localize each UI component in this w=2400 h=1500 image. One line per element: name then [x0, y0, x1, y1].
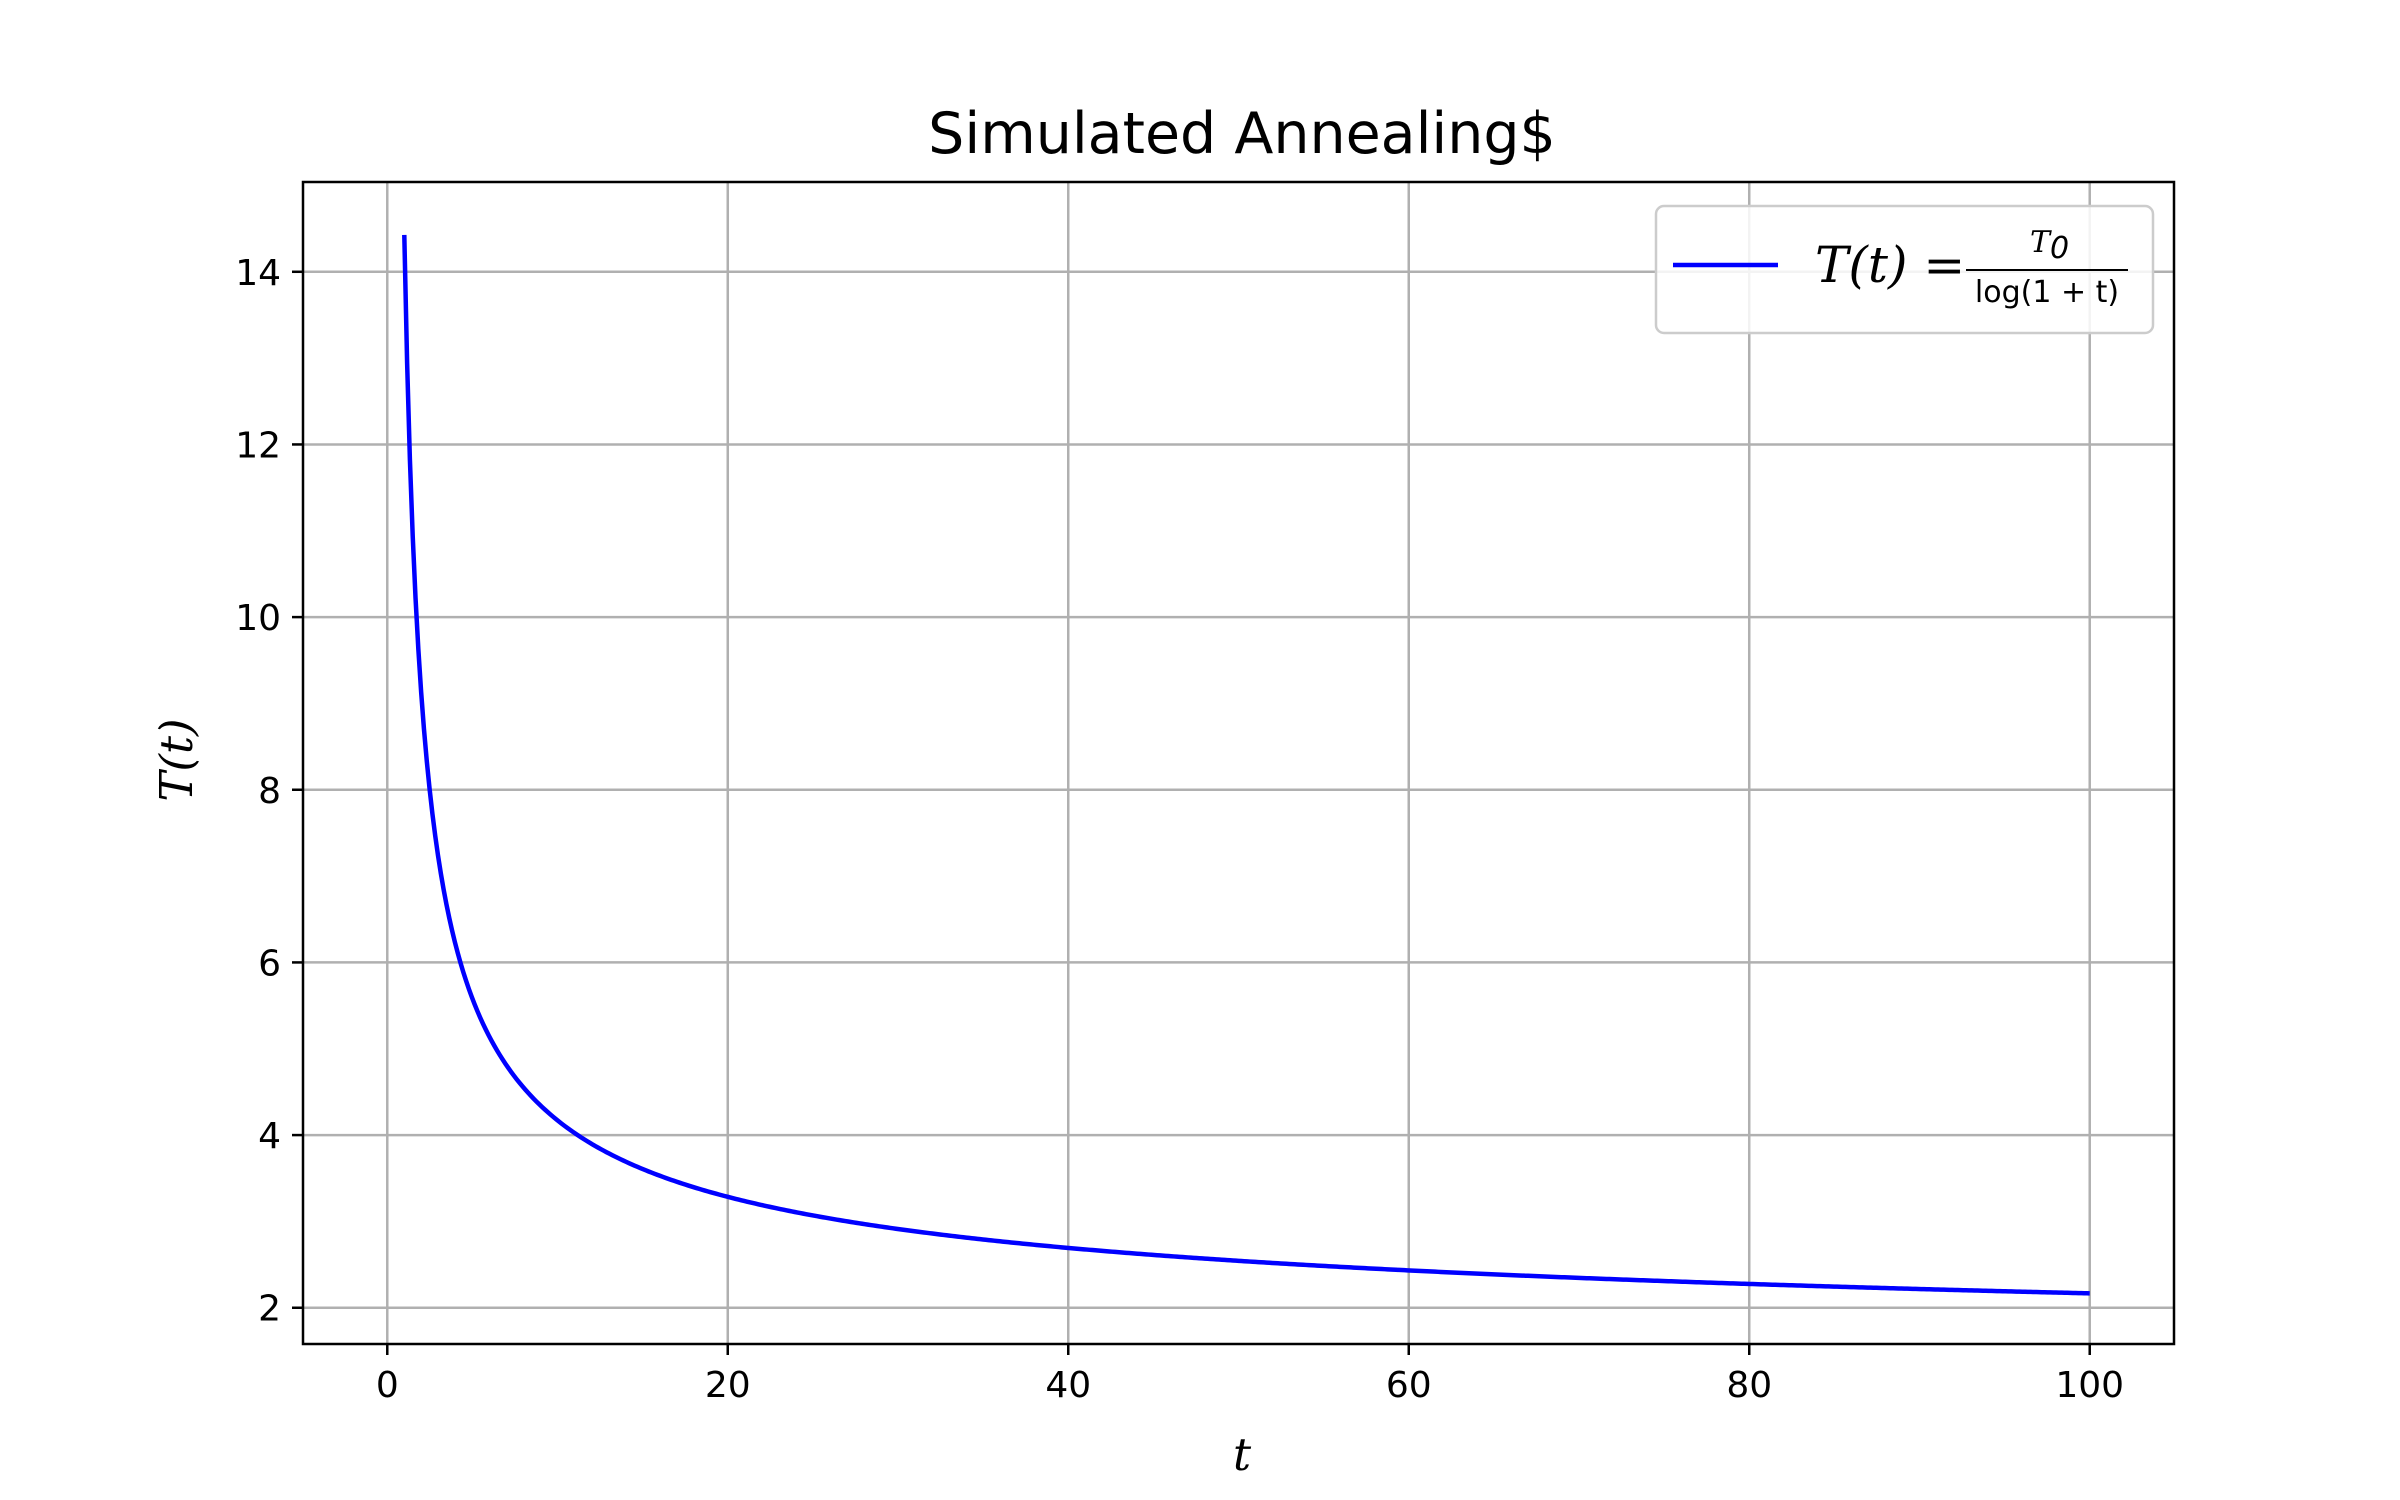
- x-tick-label: 0: [376, 1365, 399, 1406]
- axis-ticks: 0 20 40 60 80 100 2 4 6 8 10 12 14: [235, 253, 2124, 1406]
- series-layer: [402, 234, 2090, 1296]
- y-tick-label: 14: [235, 253, 281, 294]
- series-line: [402, 234, 2090, 1296]
- y-tick-label: 2: [258, 1289, 281, 1330]
- legend-formula-lhs: T(t) =: [1815, 236, 1965, 294]
- y-tick-label: 10: [235, 598, 281, 639]
- y-axis-label: T(t): [150, 718, 203, 801]
- x-tick-label: 100: [2055, 1365, 2124, 1406]
- plot-frame: [301, 180, 2176, 1346]
- y-tick-label: 12: [235, 425, 281, 466]
- x-axis-label: t: [1233, 1428, 1252, 1481]
- y-tick-label: 8: [258, 771, 281, 812]
- chart-title: Simulated Annealing$: [928, 101, 1556, 167]
- x-tick-label: 80: [1726, 1365, 1772, 1406]
- x-tick-label: 20: [705, 1365, 751, 1406]
- legend: T(t) = T0 log(1 + t): [1654, 204, 2155, 335]
- y-tick-label: 4: [258, 1116, 281, 1157]
- legend-denominator: log(1 + t): [1975, 275, 2119, 310]
- grid: [303, 182, 2174, 1344]
- x-tick-label: 40: [1045, 1365, 1091, 1406]
- legend-box: [1654, 204, 2155, 335]
- x-tick-label: 60: [1386, 1365, 1432, 1406]
- y-tick-label: 6: [258, 943, 281, 984]
- legend-numerator: T0: [2030, 225, 2069, 266]
